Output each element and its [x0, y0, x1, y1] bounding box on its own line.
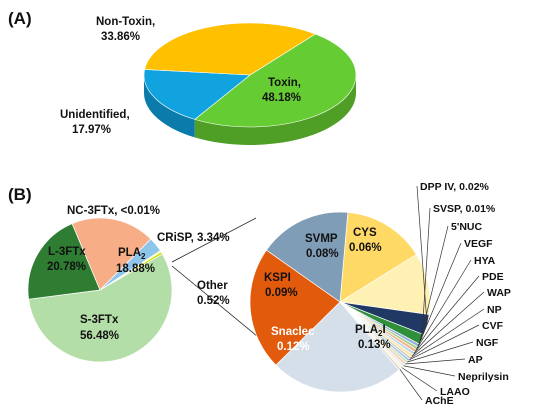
- label-nc-3ftx: NC-3FTx, <0.01%: [67, 205, 160, 217]
- pie-c-slice-svmp: [339, 211, 417, 303]
- value-l-3ftx: 20.78%: [47, 261, 86, 273]
- connector-top: [171, 217, 257, 263]
- label-toxin: Toxin,: [268, 77, 301, 89]
- label-pla2-text: PLA: [118, 247, 141, 259]
- value-svmp: 0.08%: [306, 248, 339, 260]
- label-pla2i: PLA2I: [355, 324, 386, 338]
- label-other: Other: [197, 280, 228, 292]
- value-toxin: 48.18%: [262, 92, 301, 104]
- leader-wap: [411, 291, 485, 357]
- label-pla2-sub: 2: [141, 252, 146, 261]
- pie-c-slice-kspi: [265, 211, 349, 303]
- panel-label-a: (A): [8, 9, 32, 28]
- pie-a-slice-non-toxin: [144, 22, 316, 76]
- leader-ap: [405, 358, 466, 365]
- label-unidentified: Unidentified,: [60, 109, 130, 121]
- leader-cvf: [408, 324, 480, 361]
- label-pde: PDE: [482, 271, 504, 283]
- label-dpp-iv-0-02: DPP IV, 0.02%: [420, 181, 490, 193]
- pie-c-slice-snaclec: [249, 249, 341, 366]
- value-non-toxin: 33.86%: [101, 31, 140, 43]
- leader-dpp-iv-0-02: [416, 185, 428, 325]
- panel-label-b: (B): [8, 185, 32, 204]
- label-l-3ftx: L-3FTx: [48, 246, 86, 258]
- label-crisp: CRiSP, 3.34%: [157, 232, 230, 244]
- value-s-3ftx: 56.48%: [80, 330, 119, 342]
- value-snaclec: 0.12%: [277, 341, 310, 353]
- label-cvf: CVF: [482, 320, 504, 332]
- pie-a-slice-toxin: [194, 33, 357, 128]
- label-pla2i-sub: 2: [378, 329, 383, 338]
- pie-b-slice-l-3ftx: [27, 223, 101, 300]
- leader-np: [410, 308, 485, 359]
- label-snaclec: Snaclec: [271, 326, 315, 338]
- label-np: NP: [487, 304, 502, 316]
- label-cys: CYS: [353, 227, 377, 239]
- pie-b-slice-pla: [71, 217, 152, 291]
- leader-hya: [415, 259, 472, 352]
- pie-a-side-unidentified: [144, 75, 195, 138]
- label-ache: AChE: [425, 395, 454, 406]
- pie-other-breakdown: [249, 211, 431, 393]
- leader-5-nuc: [418, 225, 449, 346]
- small-slice-leaders: DPP IV, 0.02% SVSP, 0.01% 5'NUC VEGF HYA PDE W…: [399, 181, 511, 406]
- pie-b: [27, 217, 173, 363]
- label-neprilysin: Neprilysin: [458, 371, 509, 383]
- value-cys: 0.06%: [349, 242, 382, 254]
- label-ngf: NGF: [476, 337, 499, 349]
- label-vegf: VEGF: [464, 238, 493, 250]
- label-svsp-0-01: SVSP, 0.01%: [433, 203, 496, 215]
- leader-laao: [401, 367, 438, 392]
- value-pla2i: 0.13%: [358, 339, 391, 351]
- label-wap: WAP: [487, 287, 511, 299]
- label-laao: LAAO: [440, 386, 470, 398]
- pie-a-labels: Non-Toxin, 33.86% Toxin, 48.18% Unidenti…: [60, 16, 301, 136]
- pie-other-labels: SVMP 0.08% CYS 0.06% KSPI 0.09% Snaclec …: [264, 227, 391, 353]
- label-5-nuc: 5'NUC: [451, 221, 483, 233]
- label-ap: AP: [468, 354, 483, 366]
- value-pla2: 18.88%: [116, 263, 155, 275]
- pie-a-side-toxin: [194, 75, 356, 145]
- leader-ache: [399, 369, 423, 401]
- pie-b-labels: NC-3FTx, <0.01% L-3FTx 20.78% PLA2 18.88…: [47, 205, 230, 342]
- leader-pde: [413, 275, 480, 354]
- label-pla2i-text: PLA: [355, 324, 378, 336]
- value-other: 0.52%: [197, 295, 230, 307]
- label-svmp: SVMP: [305, 233, 338, 245]
- value-unidentified: 17.97%: [72, 124, 111, 136]
- leader-vegf: [416, 242, 462, 349]
- label-hya: HYA: [474, 255, 496, 267]
- pie-a-slice-unidentified: [143, 69, 251, 120]
- pie-a: [143, 22, 357, 145]
- label-non-toxin: Non-Toxin,: [96, 16, 155, 28]
- label-pla2: PLA2: [118, 247, 146, 261]
- leader-neprilysin: [403, 365, 456, 377]
- pie-b-slice-s-3ftx: [28, 253, 173, 363]
- leader-ngf: [406, 341, 474, 363]
- label-pla2i-suffix: I: [382, 324, 385, 336]
- pie-b-slice-other: [99, 251, 163, 291]
- pie-c-slice-plai: [275, 301, 400, 393]
- label-s-3ftx: S-3FTx: [80, 314, 119, 326]
- value-kspi: 0.09%: [265, 287, 298, 299]
- leader-svsp-0-01: [421, 207, 431, 340]
- label-kspi: KSPI: [264, 272, 291, 284]
